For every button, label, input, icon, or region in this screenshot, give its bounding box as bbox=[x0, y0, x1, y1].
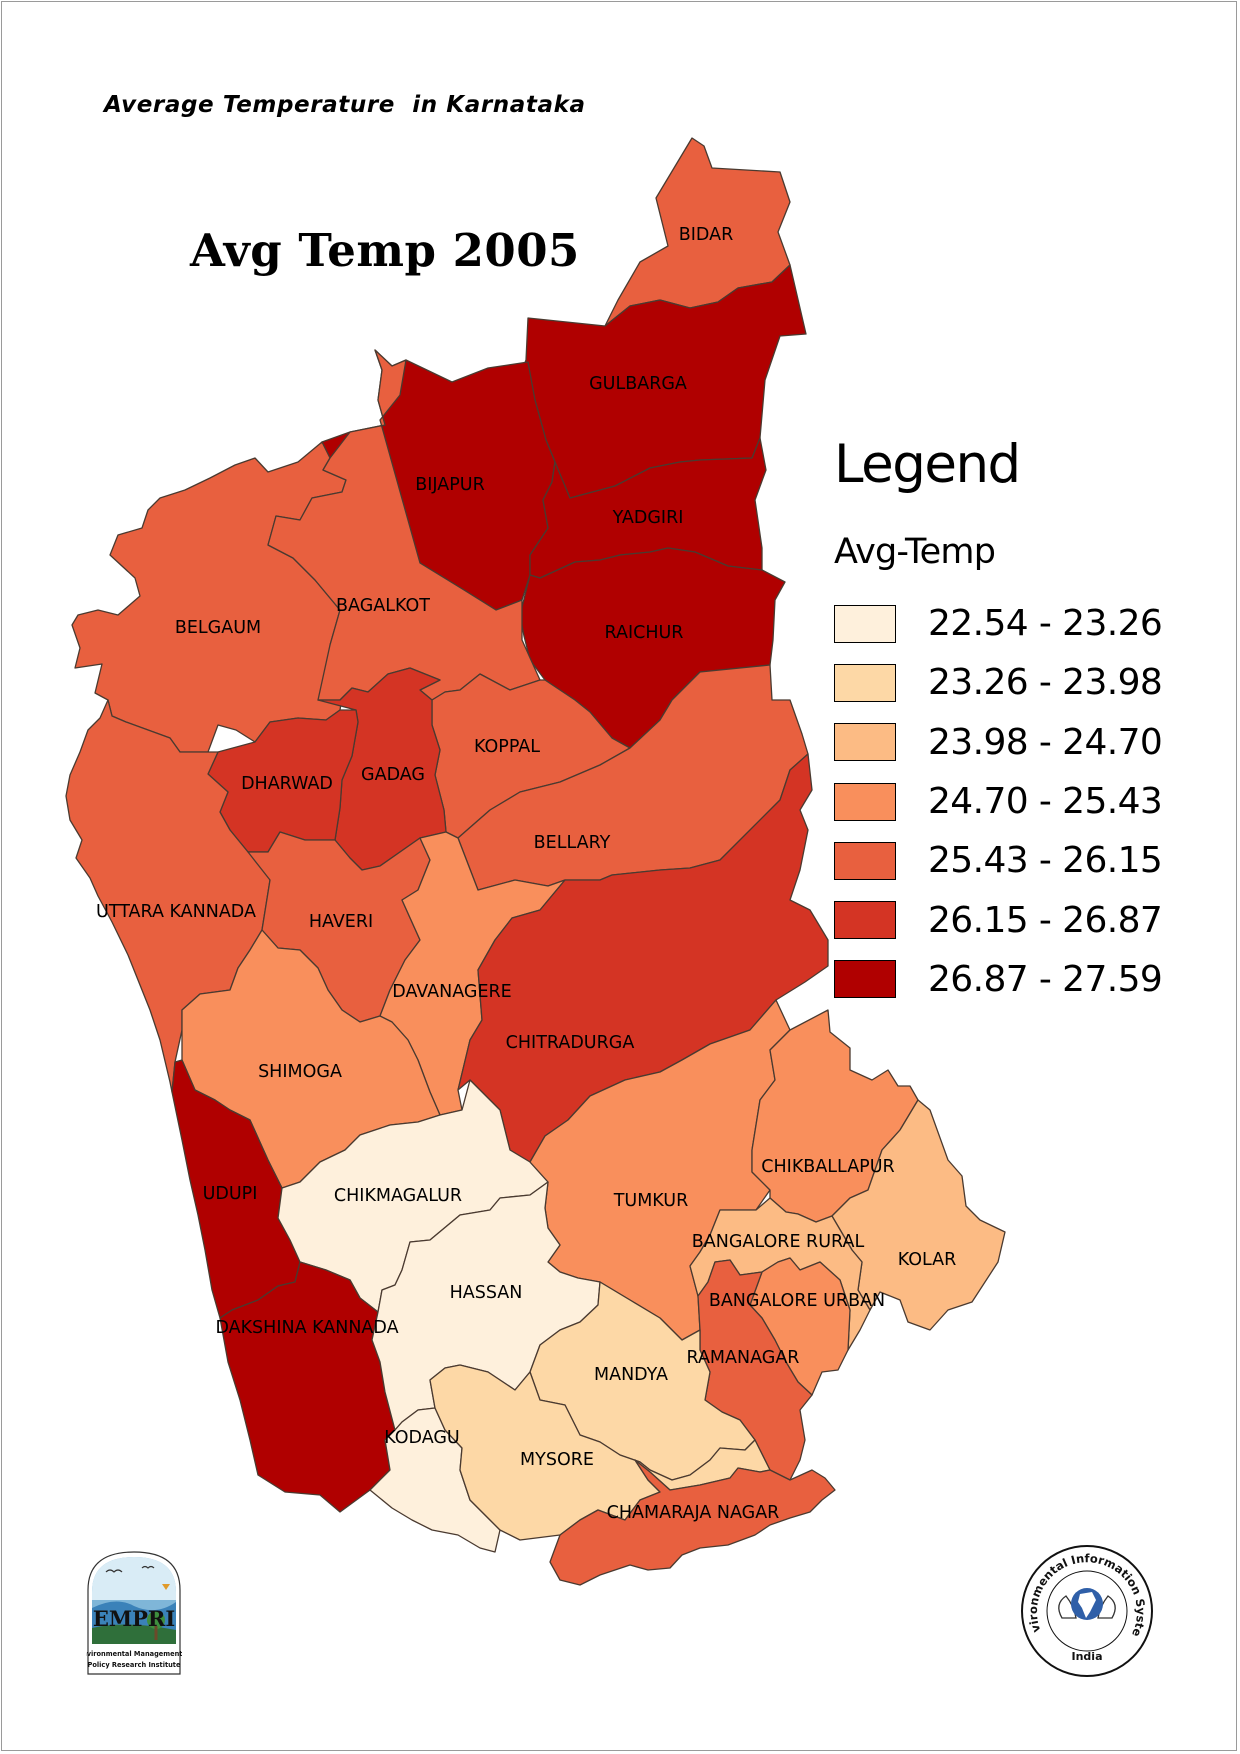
legend-item: 23.26 - 23.98 bbox=[834, 653, 1174, 712]
legend-item: 26.15 - 26.87 bbox=[834, 890, 1174, 949]
district-label-kolar: KOLAR bbox=[898, 1250, 957, 1270]
empri-logo-text: EMPRI bbox=[93, 1606, 175, 1631]
district-label-bangalore-urban: BANGALORE URBAN bbox=[709, 1291, 885, 1311]
district-label-mysore: MYSORE bbox=[520, 1450, 594, 1470]
district-label-ramanagar: RAMANAGAR bbox=[687, 1348, 800, 1368]
legend-swatch bbox=[834, 901, 896, 940]
district-label-hassan: HASSAN bbox=[450, 1283, 523, 1303]
legend-swatch bbox=[834, 841, 896, 880]
legend-item: 24.70 - 25.43 bbox=[834, 772, 1174, 831]
legend-item: 26.87 - 27.59 bbox=[834, 950, 1174, 1009]
legend-items: 22.54 - 23.26 23.26 - 23.98 23.98 - 24.7… bbox=[834, 594, 1174, 1009]
district-label-belgaum: BELGAUM bbox=[175, 618, 261, 638]
legend-field-name: Avg-Temp bbox=[834, 532, 996, 572]
legend-item: 23.98 - 24.70 bbox=[834, 713, 1174, 772]
district-label-kodagu: KODAGU bbox=[384, 1428, 460, 1448]
district-label-bangalore-rural: BANGALORE RURAL bbox=[692, 1232, 865, 1252]
envis-logo: Environmental Information System India bbox=[1018, 1542, 1153, 1677]
district-belgaum[interactable] bbox=[71, 441, 347, 753]
legend-swatch bbox=[834, 604, 896, 643]
district-label-chikballapur: CHIKBALLAPUR bbox=[761, 1157, 894, 1177]
district-label-bidar: BIDAR bbox=[679, 225, 733, 245]
empri-logo: EMPRI Environmental Management & Policy … bbox=[86, 1551, 182, 1675]
legend-label: 22.54 - 23.26 bbox=[928, 603, 1163, 645]
district-label-tumkur: TUMKUR bbox=[613, 1191, 689, 1211]
legend-swatch bbox=[834, 960, 896, 999]
district-label-davanagere: DAVANAGERE bbox=[392, 982, 511, 1002]
district-label-uttara-kannada: UTTARA KANNADA bbox=[96, 902, 256, 922]
district-kolar[interactable] bbox=[831, 1099, 1006, 1331]
district-label-gadag: GADAG bbox=[361, 765, 425, 785]
district-label-chitradurga: CHITRADURGA bbox=[506, 1033, 635, 1053]
district-label-haveri: HAVERI bbox=[309, 912, 373, 932]
legend-item: 22.54 - 23.26 bbox=[834, 594, 1174, 653]
legend-label: 25.43 - 26.15 bbox=[928, 840, 1163, 882]
district-chamaraja-nagar[interactable] bbox=[549, 1459, 836, 1586]
district-label-yadgiri: YADGIRI bbox=[612, 508, 684, 528]
legend-swatch bbox=[834, 723, 896, 762]
district-label-bellary: BELLARY bbox=[534, 833, 611, 853]
district-label-bagalkot: BAGALKOT bbox=[336, 596, 430, 616]
document-title: Average Temperature in Karnataka bbox=[104, 92, 586, 118]
legend: Legend Avg-Temp 22.54 - 23.26 23.26 - 23… bbox=[834, 438, 1174, 1009]
empri-caption-line1: Environmental Management & bbox=[86, 1650, 182, 1658]
district-label-gulbarga: GULBARGA bbox=[589, 374, 687, 394]
district-label-koppal: KOPPAL bbox=[474, 737, 540, 757]
legend-label: 24.70 - 25.43 bbox=[928, 781, 1163, 823]
district-label-raichur: RAICHUR bbox=[605, 623, 684, 643]
legend-label: 26.87 - 27.59 bbox=[928, 958, 1163, 1000]
envis-bottom-text: India bbox=[1072, 1650, 1103, 1663]
district-label-dharwad: DHARWAD bbox=[241, 774, 333, 794]
legend-item: 25.43 - 26.15 bbox=[834, 831, 1174, 890]
district-label-udupi: UDUPI bbox=[203, 1184, 258, 1204]
legend-swatch bbox=[834, 663, 896, 702]
district-label-mandya: MANDYA bbox=[594, 1365, 668, 1385]
map-title: Avg Temp 2005 bbox=[190, 224, 580, 277]
district-label-chikmagalur: CHIKMAGALUR bbox=[334, 1186, 462, 1206]
legend-label: 26.15 - 26.87 bbox=[928, 899, 1163, 941]
district-label-chamaraja-nagar: CHAMARAJA NAGAR bbox=[607, 1503, 780, 1523]
empri-caption-line2: Policy Research Institute bbox=[88, 1661, 181, 1669]
district-label-dakshina-kannada: DAKSHINA KANNADA bbox=[215, 1318, 398, 1338]
district-label-shimoga: SHIMOGA bbox=[258, 1062, 342, 1082]
legend-heading: Legend bbox=[834, 434, 1021, 495]
legend-label: 23.26 - 23.98 bbox=[928, 662, 1163, 704]
legend-label: 23.98 - 24.70 bbox=[928, 721, 1163, 763]
legend-swatch bbox=[834, 782, 896, 821]
district-davanagere[interactable] bbox=[379, 831, 566, 1116]
district-label-bijapur: BIJAPUR bbox=[415, 475, 485, 495]
